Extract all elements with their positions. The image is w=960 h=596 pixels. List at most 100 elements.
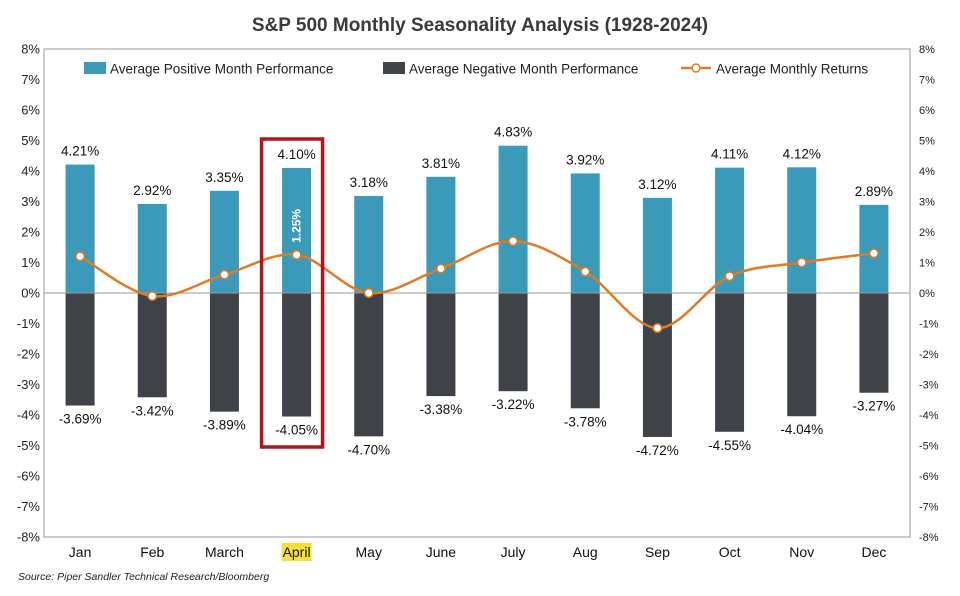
data-label-layer: 4.21% 2.92% 3.35% 4.10% 3.18% 3.81% 4.83% 3.92%…	[59, 125, 896, 458]
data-label-positive: 4.12%	[783, 146, 821, 161]
y-tick-label-left: -8%	[17, 530, 41, 545]
y-tick-label-right: -1%	[919, 319, 939, 331]
data-label-negative: -4.55%	[708, 438, 751, 453]
y-tick-label-left: -2%	[17, 347, 41, 362]
legend-swatch-negative	[383, 62, 405, 74]
bar-positive-jan	[65, 164, 95, 293]
bar-negative-april	[282, 293, 312, 417]
x-tick-label-jan: Jan	[69, 544, 92, 560]
chart-title: S&P 500 Monthly Seasonality Analysis (19…	[252, 15, 708, 36]
y-tick-label-right: 6%	[919, 105, 935, 117]
x-tick-label-april: April	[283, 544, 311, 560]
data-label-negative: -3.27%	[853, 399, 896, 414]
bar-negative-sep	[642, 293, 672, 437]
data-label-negative: -3.78%	[564, 414, 607, 429]
y-tick-label-left: 1%	[21, 255, 40, 270]
average-returns-marker-jan	[75, 251, 86, 262]
source-note: Source: Piper Sandler Technical Research…	[18, 571, 269, 583]
bar-positive-june	[426, 176, 456, 293]
april-average-annotation: 1.25%	[290, 209, 304, 243]
y-axis-right: 8% 7% 6% 5% 4% 3% 2% 1% 0% -1% -2% -3% -4% -5% -6% -7% -…	[919, 44, 939, 544]
data-label-negative: -3.42%	[131, 403, 174, 418]
bar-negative-feb	[137, 293, 167, 398]
bar-positive-july	[498, 145, 528, 293]
legend-label-negative: Average Negative Month Performance	[409, 62, 638, 77]
average-returns-marker-dec	[868, 248, 879, 259]
y-tick-label-right: -8%	[919, 532, 939, 544]
highlight-label-background	[281, 543, 312, 561]
y-tick-label-left: 4%	[21, 164, 40, 179]
x-tick-label-aug: Aug	[573, 544, 598, 560]
data-label-positive: 4.83%	[494, 125, 532, 140]
y-tick-label-left: -4%	[17, 408, 41, 423]
y-tick-label-left: 7%	[21, 72, 40, 87]
bar-positive-april	[282, 167, 312, 293]
data-label-positive: 3.18%	[350, 175, 388, 190]
average-returns-marker-may	[363, 288, 374, 298]
y-tick-label-left: 6%	[21, 103, 40, 118]
y-tick-label-right: 5%	[919, 136, 935, 148]
average-returns-marker-march	[219, 269, 230, 280]
y-tick-label-left: 8%	[21, 42, 40, 57]
x-tick-label-oct: Oct	[719, 544, 741, 560]
x-tick-label-may: May	[356, 544, 382, 560]
data-label-positive: 3.12%	[638, 177, 676, 192]
y-tick-label-right: -7%	[919, 502, 939, 514]
average-returns-marker-oct	[724, 271, 735, 282]
data-label-positive: 2.89%	[855, 184, 893, 199]
y-tick-label-right: -4%	[919, 410, 939, 422]
data-label-negative: -3.22%	[492, 397, 535, 412]
average-returns-marker-april	[291, 249, 302, 260]
bar-positive-may	[354, 196, 384, 293]
bar-negative-jan	[65, 293, 95, 406]
y-tick-label-left: -6%	[17, 469, 41, 484]
bar-negative-aug	[570, 293, 600, 409]
x-axis: Jan Feb March April May June July Aug Sep Oct Nov D…	[69, 543, 886, 561]
average-returns-marker-july	[508, 236, 519, 247]
bar-negative-oct	[715, 293, 745, 432]
y-tick-label-right: 2%	[919, 227, 935, 239]
x-tick-label-march: March	[205, 544, 244, 560]
y-tick-label-right: 8%	[919, 44, 935, 56]
legend-swatch-marker	[691, 63, 701, 73]
data-label-positive: 4.11%	[711, 147, 748, 162]
bar-negative-may	[354, 293, 384, 437]
bar-negative-nov	[787, 293, 817, 417]
data-label-positive: 4.21%	[61, 144, 99, 159]
y-axis-left: 8% 7% 6% 5% 4% 3% 2% 1% 0% -1% -2% -3% -4% -5% -6% -7% -…	[17, 42, 41, 545]
y-tick-label-right: -5%	[919, 441, 939, 453]
data-label-negative: -3.69%	[59, 412, 102, 427]
y-tick-label-left: -3%	[17, 377, 41, 392]
average-returns-marker-june	[435, 263, 446, 274]
y-tick-label-left: -1%	[17, 316, 41, 331]
y-tick-label-left: -5%	[17, 438, 41, 453]
data-label-positive: 3.81%	[422, 156, 460, 171]
data-label-negative: -4.70%	[347, 442, 390, 457]
data-label-negative: -3.38%	[420, 402, 463, 417]
average-returns-marker-aug	[580, 266, 591, 277]
data-label-positive: 3.35%	[205, 170, 243, 185]
data-label-positive: 2.92%	[133, 183, 171, 198]
bar-negative-july	[498, 293, 528, 392]
average-returns-line	[79, 239, 875, 330]
bar-negative-june	[426, 293, 456, 397]
data-label-positive: 3.92%	[566, 152, 604, 167]
bar-layer	[65, 145, 889, 437]
data-label-negative: -4.04%	[780, 422, 823, 437]
bar-positive-feb	[137, 203, 167, 293]
x-tick-label-feb: Feb	[140, 544, 164, 560]
x-tick-label-nov: Nov	[789, 544, 814, 560]
x-tick-label-dec: Dec	[861, 544, 886, 560]
y-tick-label-left: 3%	[21, 194, 40, 209]
data-label-negative: -4.72%	[636, 443, 679, 458]
x-tick-label-june: June	[426, 544, 457, 560]
y-tick-label-right: -2%	[919, 349, 939, 361]
average-returns-marker-nov	[796, 257, 807, 268]
highlight-layer: 1.25%	[259, 137, 325, 449]
highlight-box-april	[259, 137, 325, 449]
line-layer	[75, 236, 879, 334]
legend-swatch-positive	[84, 62, 106, 74]
x-tick-label-sep: Sep	[645, 544, 670, 560]
y-tick-label-right: 0%	[919, 288, 935, 300]
